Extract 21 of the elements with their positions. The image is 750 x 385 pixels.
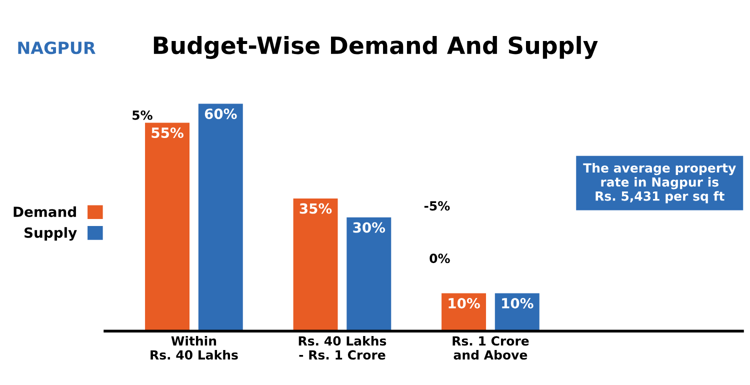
x-tick-label: Rs. 40 Lakhs - Rs. 1 Crore xyxy=(298,336,386,360)
chart-subtitle: NAGPUR xyxy=(18,42,96,54)
text: The average property rate in Nagpur is Rs. 5,431 per sq ft xyxy=(583,162,736,204)
data-label: 10% xyxy=(502,298,534,309)
bar xyxy=(293,198,338,332)
legend-label: Demand xyxy=(14,206,76,218)
x-tick-label: Rs. 1 Crore and Above xyxy=(452,336,529,360)
data-label: 35% xyxy=(300,203,332,214)
legend-label: Supply xyxy=(24,227,77,241)
bar xyxy=(145,122,190,332)
data-label: 30% xyxy=(353,222,386,233)
annotation: 5% xyxy=(132,110,152,120)
bar xyxy=(346,217,392,332)
data-label: 10% xyxy=(448,298,480,309)
annotation: 0% xyxy=(430,254,450,264)
chart-title: Budget-Wise Demand And Supply xyxy=(154,36,598,59)
bar xyxy=(198,104,243,332)
annotation: -5% xyxy=(424,201,450,211)
data-label: 60% xyxy=(204,108,237,120)
data-label: 55% xyxy=(152,128,184,138)
x-tick-label: Within Rs. 40 Lakhs xyxy=(150,336,238,360)
